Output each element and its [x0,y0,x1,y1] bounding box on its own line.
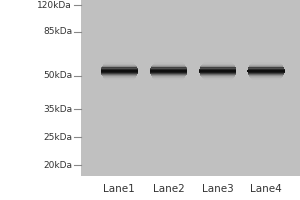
Bar [154,62,183,63]
Bar [154,79,183,80]
Bar [248,70,285,71]
Bar [151,66,186,67]
Bar [251,63,281,64]
Bar [251,78,281,79]
Bar [202,64,234,65]
Bar [150,69,187,70]
Bar [101,71,138,72]
Bar [203,79,232,80]
Text: 50kDa: 50kDa [43,71,72,80]
Bar [104,63,134,64]
Bar [152,77,185,78]
Bar [151,75,186,76]
Bar [248,71,285,72]
Bar [200,67,236,68]
Bar [105,62,134,63]
Bar [150,70,187,71]
Bar [248,74,284,75]
Bar [202,77,234,78]
Bar [200,69,236,70]
Bar [81,0,300,176]
Text: Lane3: Lane3 [202,184,234,194]
Bar [151,67,186,68]
Bar [151,67,187,68]
Bar [249,66,284,67]
Bar [101,72,138,73]
Bar [249,75,284,76]
Bar [102,75,137,76]
Bar [153,78,184,79]
Text: 25kDa: 25kDa [43,133,72,142]
Bar [101,67,137,68]
Bar [250,77,282,78]
Bar [101,73,138,74]
Bar [200,73,236,74]
Bar [101,74,137,75]
Bar [101,70,138,71]
Bar [103,65,136,66]
Bar [249,76,283,77]
Bar [105,79,134,80]
Bar [200,74,236,75]
Bar [150,71,187,72]
Bar [252,62,280,63]
Bar [150,73,187,74]
Bar [248,69,284,70]
Text: 20kDa: 20kDa [43,161,72,170]
Bar [101,69,138,70]
Bar [152,65,185,66]
Bar [201,76,235,77]
Text: 35kDa: 35kDa [43,105,72,114]
Bar [199,71,236,72]
Bar [201,65,235,66]
Bar [248,67,284,68]
Bar [248,68,284,69]
Text: Lane1: Lane1 [103,184,135,194]
Bar [101,68,137,69]
Bar [248,67,284,68]
Bar [104,78,135,79]
Bar [200,75,235,76]
Bar [150,72,187,73]
Bar [252,79,280,80]
Text: Lane2: Lane2 [153,184,184,194]
Bar [102,67,137,68]
Bar [200,68,236,69]
Bar [103,76,136,77]
Text: Lane4: Lane4 [250,184,282,194]
Bar [249,65,283,66]
Bar [250,64,282,65]
Bar [199,70,236,71]
Bar [200,72,236,73]
Bar [102,66,137,67]
Bar [103,77,136,78]
Bar [203,62,232,63]
Bar [203,63,233,64]
Bar [150,68,187,69]
Bar [200,67,236,68]
Bar [248,72,285,73]
Bar [151,74,187,75]
Bar [202,78,233,79]
Text: 120kDa: 120kDa [37,1,72,10]
Bar [152,76,185,77]
Bar [248,73,284,74]
Bar [103,64,135,65]
Bar [200,66,235,67]
Bar [153,64,184,65]
Bar [154,63,184,64]
Text: 85kDa: 85kDa [43,27,72,36]
